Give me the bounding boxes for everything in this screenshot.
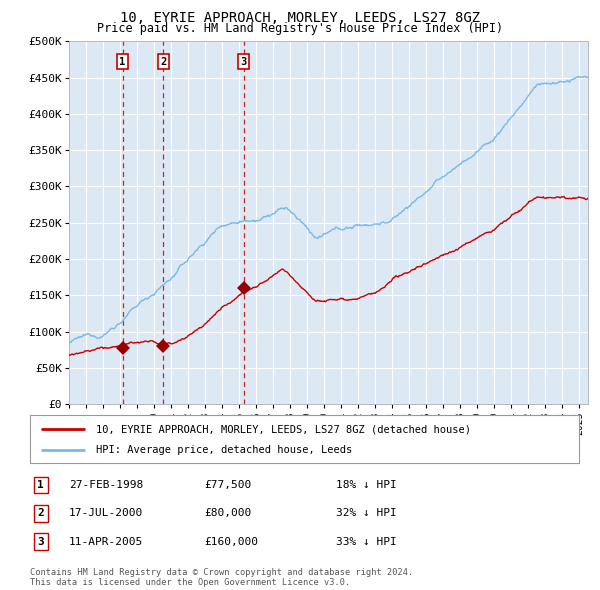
Text: 32% ↓ HPI: 32% ↓ HPI: [336, 509, 397, 518]
Text: £77,500: £77,500: [204, 480, 251, 490]
Text: Contains HM Land Registry data © Crown copyright and database right 2024.: Contains HM Land Registry data © Crown c…: [30, 568, 413, 576]
Text: 33% ↓ HPI: 33% ↓ HPI: [336, 537, 397, 546]
Text: This data is licensed under the Open Government Licence v3.0.: This data is licensed under the Open Gov…: [30, 578, 350, 587]
Text: 3: 3: [37, 537, 44, 546]
Text: HPI: Average price, detached house, Leeds: HPI: Average price, detached house, Leed…: [96, 445, 352, 455]
Text: £160,000: £160,000: [204, 537, 258, 546]
Text: £80,000: £80,000: [204, 509, 251, 518]
Text: 1: 1: [37, 480, 44, 490]
Text: 17-JUL-2000: 17-JUL-2000: [69, 509, 143, 518]
Text: 2: 2: [37, 509, 44, 518]
Text: 11-APR-2005: 11-APR-2005: [69, 537, 143, 546]
Text: 10, EYRIE APPROACH, MORLEY, LEEDS, LS27 8GZ: 10, EYRIE APPROACH, MORLEY, LEEDS, LS27 …: [120, 11, 480, 25]
Text: Price paid vs. HM Land Registry's House Price Index (HPI): Price paid vs. HM Land Registry's House …: [97, 22, 503, 35]
Text: 27-FEB-1998: 27-FEB-1998: [69, 480, 143, 490]
Text: 3: 3: [241, 57, 247, 67]
Text: 2: 2: [160, 57, 166, 67]
Text: 10, EYRIE APPROACH, MORLEY, LEEDS, LS27 8GZ (detached house): 10, EYRIE APPROACH, MORLEY, LEEDS, LS27 …: [96, 424, 471, 434]
Text: 1: 1: [119, 57, 126, 67]
Text: 18% ↓ HPI: 18% ↓ HPI: [336, 480, 397, 490]
